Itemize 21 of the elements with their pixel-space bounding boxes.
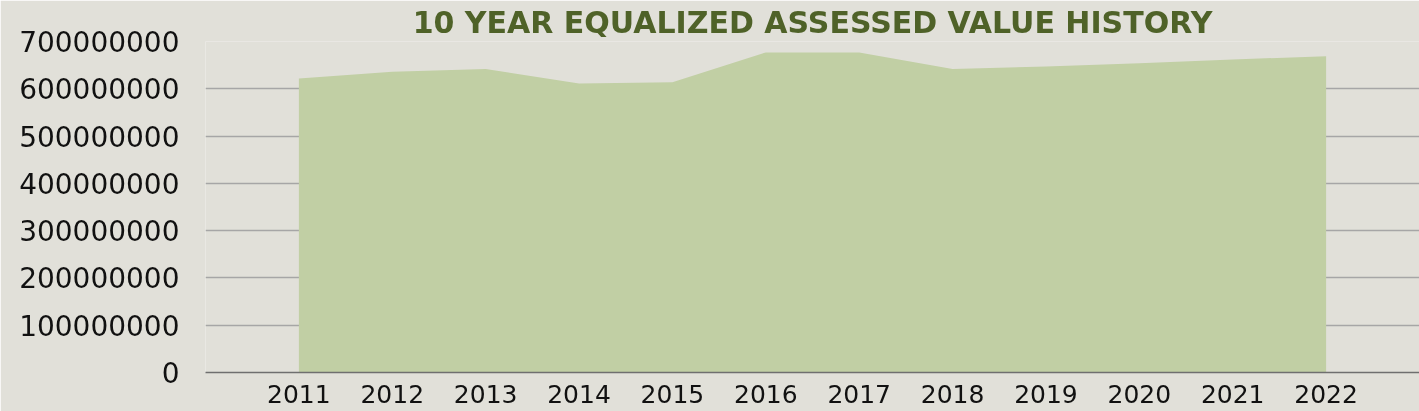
x-tick-label: 2020 (1107, 379, 1172, 409)
x-tick-label: 2016 (734, 379, 798, 409)
x-tick-label: 2015 (640, 379, 705, 409)
x-tick-label: 2018 (920, 379, 985, 409)
y-tick-label: 0 (161, 357, 180, 390)
x-tick-label: 2017 (827, 379, 892, 409)
x-tick-label: 2019 (1014, 379, 1078, 409)
y-tick-label: 300000000 (19, 215, 180, 249)
x-tick-label: 2013 (453, 379, 518, 409)
x-tick-label: 2012 (360, 379, 425, 409)
x-tick-label: 2014 (547, 379, 611, 409)
x-tick-label: 2011 (267, 379, 331, 409)
y-tick-label: 700000000 (19, 26, 180, 59)
y-tick-label: 200000000 (19, 262, 180, 296)
y-tick-label: 400000000 (19, 167, 180, 201)
y-tick-label: 500000000 (19, 120, 180, 154)
x-tick-label: 2021 (1200, 379, 1265, 409)
x-tick-label: 2022 (1294, 379, 1358, 409)
chart-title: 10 YEAR EQUALIZED ASSESSED VALUE HISTORY (412, 4, 1214, 40)
y-tick-label: 100000000 (19, 309, 180, 343)
y-tick-label: 600000000 (19, 73, 180, 107)
